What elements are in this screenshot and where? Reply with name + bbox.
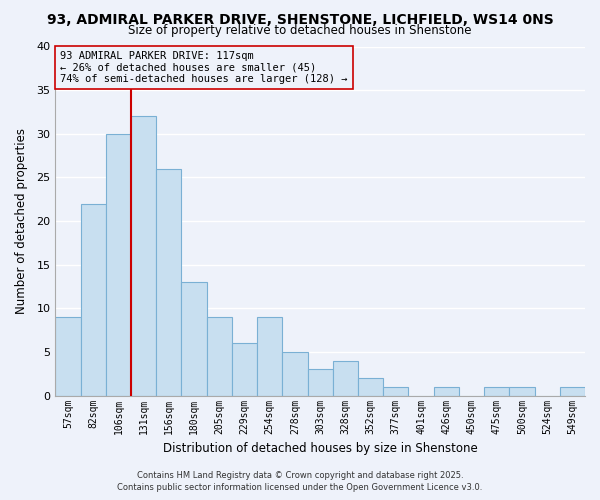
Bar <box>383 387 409 396</box>
Bar <box>434 387 459 396</box>
Bar <box>131 116 156 396</box>
Text: Contains HM Land Registry data © Crown copyright and database right 2025.
Contai: Contains HM Land Registry data © Crown c… <box>118 471 482 492</box>
Bar <box>560 387 585 396</box>
Bar <box>80 204 106 396</box>
Text: 93, ADMIRAL PARKER DRIVE, SHENSTONE, LICHFIELD, WS14 0NS: 93, ADMIRAL PARKER DRIVE, SHENSTONE, LIC… <box>47 12 553 26</box>
Bar <box>257 317 283 396</box>
Bar <box>206 317 232 396</box>
Bar <box>106 134 131 396</box>
Y-axis label: Number of detached properties: Number of detached properties <box>15 128 28 314</box>
Bar <box>358 378 383 396</box>
Text: 93 ADMIRAL PARKER DRIVE: 117sqm
← 26% of detached houses are smaller (45)
74% of: 93 ADMIRAL PARKER DRIVE: 117sqm ← 26% of… <box>61 51 348 84</box>
Bar <box>308 370 333 396</box>
Bar <box>156 168 181 396</box>
Bar <box>333 360 358 396</box>
Bar <box>181 282 206 396</box>
Bar <box>55 317 80 396</box>
X-axis label: Distribution of detached houses by size in Shenstone: Distribution of detached houses by size … <box>163 442 478 455</box>
Bar <box>232 344 257 396</box>
Bar <box>509 387 535 396</box>
Bar <box>283 352 308 396</box>
Bar <box>484 387 509 396</box>
Text: Size of property relative to detached houses in Shenstone: Size of property relative to detached ho… <box>128 24 472 37</box>
